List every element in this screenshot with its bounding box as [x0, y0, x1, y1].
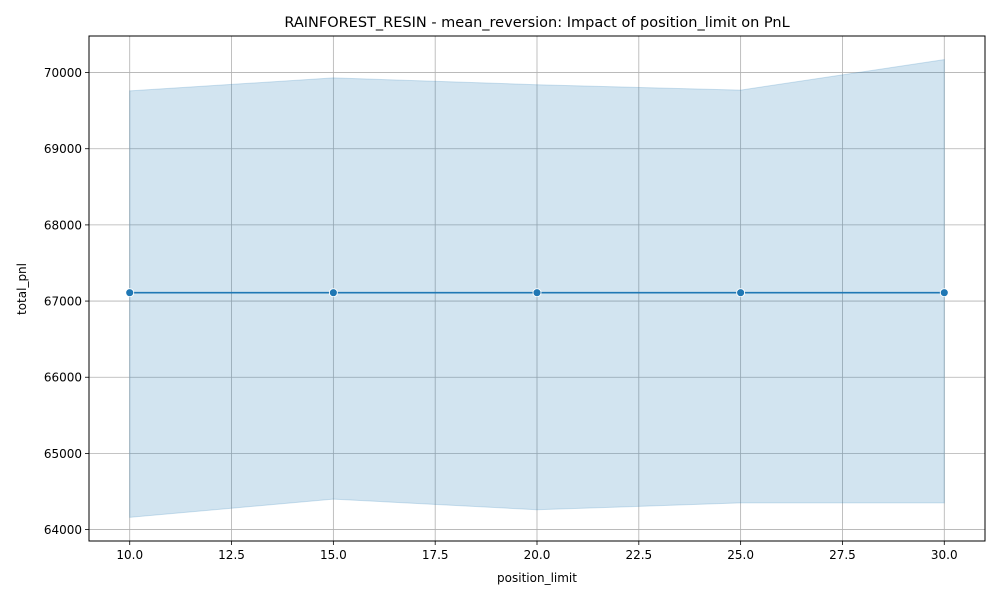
x-axis-ticks: 10.0 12.5 15.0 17.5 20.0 22.5 25.0 27.5 30.0 — [116, 541, 958, 562]
y-tick-label: 69000 — [44, 142, 82, 156]
data-point — [125, 288, 135, 298]
y-tick-label: 70000 — [44, 66, 82, 80]
data-points — [125, 288, 949, 298]
x-tick-label: 30.0 — [931, 548, 958, 562]
y-tick-label: 67000 — [44, 295, 82, 309]
x-tick-label: 22.5 — [625, 548, 652, 562]
chart-title: RAINFOREST_RESIN - mean_reversion: Impac… — [284, 15, 789, 31]
x-axis-label: position_limit — [497, 571, 577, 585]
x-tick-label: 10.0 — [116, 548, 143, 562]
data-point — [532, 288, 542, 298]
data-point — [736, 288, 746, 298]
x-tick-label: 17.5 — [422, 548, 449, 562]
y-tick-label: 64000 — [44, 523, 82, 537]
x-tick-label: 15.0 — [320, 548, 347, 562]
data-point — [328, 288, 338, 298]
y-axis-ticks: 64000 65000 66000 67000 68000 69000 70000 — [44, 66, 89, 537]
y-tick-label: 66000 — [44, 371, 82, 385]
y-tick-label: 65000 — [44, 447, 82, 461]
grid-lines — [89, 36, 985, 541]
y-axis-label: total_pnl — [15, 263, 29, 315]
x-tick-label: 20.0 — [524, 548, 551, 562]
data-point — [939, 288, 949, 298]
x-tick-label: 12.5 — [218, 548, 245, 562]
x-tick-label: 27.5 — [829, 548, 856, 562]
x-tick-label: 25.0 — [727, 548, 754, 562]
y-tick-label: 68000 — [44, 218, 82, 232]
